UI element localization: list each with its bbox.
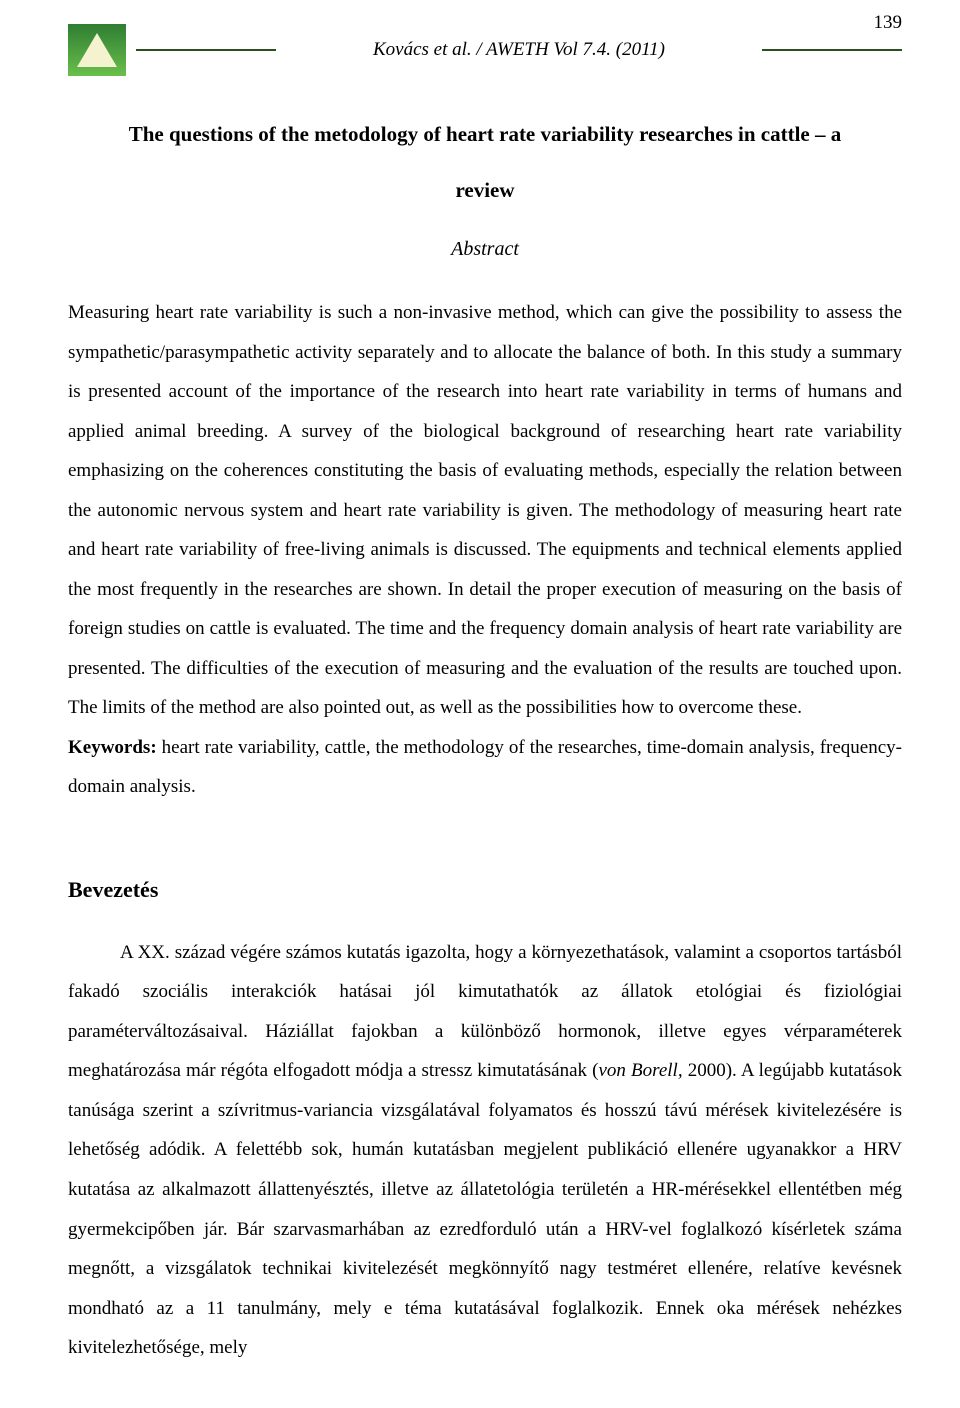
section-text-post: 2000). A legújabb kutatások tanúsága sze… xyxy=(68,1060,902,1358)
page-number: 139 xyxy=(874,12,903,34)
keywords-label: Keywords: xyxy=(68,737,157,758)
abstract-body: Measuring heart rate variability is such… xyxy=(68,293,902,728)
running-head-text: Kovács et al. / AWETH Vol 7.4. (2011) xyxy=(286,39,752,61)
section-body: A XX. század végére számos kutatás igazo… xyxy=(68,933,902,1368)
header-rule-left xyxy=(136,49,276,51)
running-head-row: Kovács et al. / AWETH Vol 7.4. (2011) xyxy=(68,24,902,76)
abstract-heading: Abstract xyxy=(68,238,902,261)
header-rule-right xyxy=(762,49,902,51)
keywords-text: heart rate variability, cattle, the meth… xyxy=(68,737,902,798)
journal-logo xyxy=(68,24,126,76)
document-title-line1: The questions of the metodology of heart… xyxy=(68,112,902,156)
section-heading-bevezetes: Bevezetés xyxy=(68,877,902,903)
citation-vonborell: von Borell, xyxy=(599,1060,683,1081)
document-title-line2: review xyxy=(68,168,902,212)
keywords-line: Keywords: heart rate variability, cattle… xyxy=(68,728,902,807)
logo-triangle-icon xyxy=(77,33,117,67)
